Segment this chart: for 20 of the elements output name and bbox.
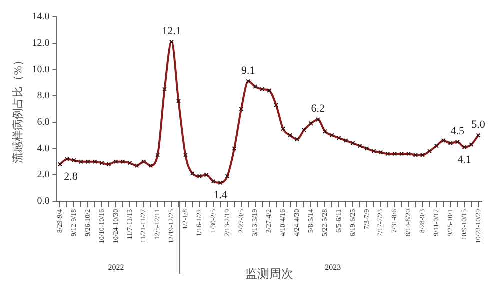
y-tick-label: 8.0 bbox=[37, 90, 50, 102]
data-label: 4.5 bbox=[450, 126, 465, 138]
data-label: 6.2 bbox=[311, 103, 326, 116]
text: 2023 bbox=[325, 263, 342, 272]
data-label: 4.1 bbox=[458, 154, 472, 166]
data-label: 1.4 bbox=[214, 189, 228, 202]
data-label: 5.0 bbox=[472, 118, 486, 131]
data-label: 12.1 bbox=[162, 25, 182, 38]
y-tick-label: 4.0 bbox=[37, 143, 50, 154]
y-tick-label: 10.0 bbox=[32, 64, 50, 76]
y-tick-label: 12.0 bbox=[32, 38, 50, 49]
y-tick-label: 6.0 bbox=[37, 116, 50, 128]
x-axis-title: 监测周次 bbox=[245, 266, 294, 281]
y-axis-title: 流感样病例占比（%） bbox=[11, 55, 24, 164]
y-tick-label: 2.0 bbox=[37, 170, 50, 181]
data-label: 9.1 bbox=[242, 64, 256, 77]
y-tick-label: 14.0 bbox=[32, 12, 50, 23]
text: 2022 bbox=[108, 263, 124, 272]
data-label: 2.8 bbox=[64, 170, 78, 183]
y-tick-label: 0.0 bbox=[37, 196, 50, 208]
